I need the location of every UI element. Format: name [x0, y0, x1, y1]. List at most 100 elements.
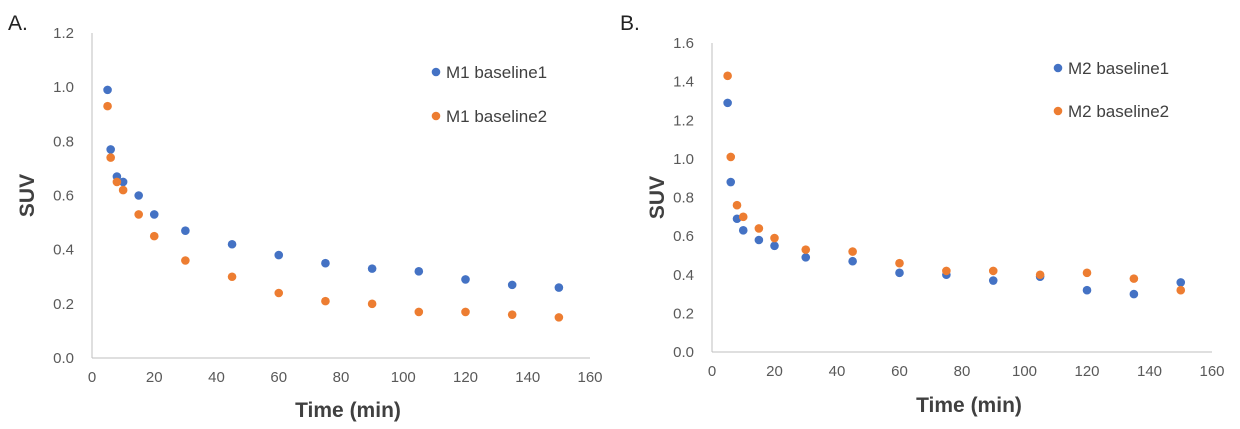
- data-point-baseline2: [134, 210, 143, 219]
- x-axis-title: Time (min): [295, 399, 401, 422]
- data-point-baseline2: [274, 288, 284, 298]
- chart-a: A. 0 20 40 60 80 100 120 140 160 0.0 0.2 0.4 0.6 0.8 1.…: [8, 12, 603, 422]
- data-point-baseline1: [274, 250, 284, 260]
- y-tick-label: 0.0: [673, 344, 694, 361]
- data-point-baseline2: [726, 152, 736, 162]
- data-point-baseline2: [770, 233, 779, 243]
- data-point-baseline2: [801, 245, 811, 254]
- data-point-baseline2: [103, 101, 112, 111]
- y-tick-label: 1.4: [673, 74, 694, 91]
- data-point-baseline2: [118, 185, 128, 195]
- data-point-baseline1: [134, 191, 143, 200]
- data-point-baseline2: [988, 266, 998, 276]
- data-point-baseline2: [754, 224, 764, 233]
- data-point-baseline1: [227, 239, 237, 249]
- data-point-baseline1: [754, 235, 764, 245]
- legend-marker: [431, 67, 441, 77]
- data-point-baseline2: [738, 212, 748, 222]
- data-point-baseline1: [848, 256, 857, 266]
- data-point-baseline1: [801, 253, 811, 262]
- x-tick-label: 60: [891, 363, 908, 380]
- data-point-baseline2: [723, 71, 732, 81]
- y-tick-label: 0.6: [53, 188, 74, 205]
- data-point-baseline1: [461, 275, 470, 284]
- data-point-baseline2: [367, 299, 377, 309]
- data-point-baseline2: [895, 258, 904, 268]
- y-tick-label: 0.2: [673, 305, 694, 322]
- y-tick-label: 0.2: [53, 296, 74, 313]
- x-tick-label: 120: [1074, 363, 1099, 380]
- data-point-baseline1: [738, 226, 748, 235]
- data-point-baseline1: [1176, 278, 1186, 287]
- data-point-baseline2: [461, 307, 470, 317]
- y-tick-label: 1.0: [53, 79, 74, 96]
- x-tick-label: 160: [1199, 363, 1224, 380]
- legend-marker: [431, 111, 441, 121]
- x-tick-label: 60: [270, 369, 287, 386]
- data-point-baseline2: [942, 266, 951, 276]
- data-point-baseline2: [321, 296, 330, 306]
- chart-b: B. 0 20 40 60 80 100 120 140 160 0.0 0.2 0.4 0.6 0.8 1.…: [620, 12, 1225, 417]
- data-point-baseline2: [848, 247, 857, 256]
- panel-label: B.: [620, 12, 640, 35]
- y-tick-label: 1.2: [53, 25, 74, 42]
- x-tick-label: 20: [766, 363, 783, 380]
- legend-label: M2 baseline1: [1068, 59, 1169, 78]
- y-tick-label: 0.4: [53, 242, 74, 259]
- data-point-baseline1: [118, 177, 128, 187]
- data-point-baseline2: [1082, 268, 1092, 278]
- legend-label: M2 baseline2: [1068, 102, 1169, 121]
- y-tick-label: 0.8: [673, 190, 694, 207]
- y-tick-label: 0.4: [673, 267, 694, 284]
- data-point-baseline1: [321, 258, 330, 268]
- data-point-baseline1: [1082, 285, 1092, 295]
- data-point-baseline1: [988, 276, 998, 285]
- data-point-baseline1: [367, 264, 377, 273]
- x-tick-label: 120: [453, 369, 478, 386]
- x-tick-label: 80: [333, 369, 350, 386]
- data-point-baseline2: [1129, 274, 1139, 283]
- data-point-baseline1: [149, 210, 159, 219]
- x-tick-label: 40: [829, 363, 846, 380]
- data-point-baseline2: [1035, 270, 1045, 280]
- data-point-baseline2: [507, 310, 517, 319]
- data-point-baseline1: [106, 145, 115, 154]
- y-axis-title: SUV: [16, 174, 39, 217]
- x-tick-label: 100: [391, 369, 416, 386]
- data-point-baseline1: [554, 283, 564, 292]
- data-point-baseline1: [726, 177, 736, 187]
- data-point-baseline1: [1129, 289, 1139, 299]
- data-point-baseline2: [112, 177, 122, 187]
- x-tick-label: 140: [1137, 363, 1162, 380]
- data-point-baseline2: [554, 313, 564, 322]
- y-axis-title: SUV: [646, 176, 669, 219]
- data-point-baseline1: [507, 280, 517, 290]
- x-tick-label: 80: [954, 363, 971, 380]
- y-tick-label: 0.0: [53, 350, 74, 367]
- data-point-baseline2: [732, 200, 742, 210]
- data-point-baseline2: [1176, 285, 1186, 295]
- data-point-baseline1: [181, 226, 190, 236]
- data-point-baseline1: [414, 267, 424, 276]
- data-point-baseline2: [106, 153, 115, 162]
- x-tick-label: 0: [708, 363, 716, 380]
- x-axis-title: Time (min): [916, 394, 1022, 417]
- x-tick-label: 20: [146, 369, 163, 386]
- data-point-baseline2: [149, 231, 159, 241]
- data-point-baseline1: [103, 85, 112, 95]
- data-point-baseline1: [770, 241, 779, 251]
- x-tick-label: 140: [515, 369, 540, 386]
- y-tick-label: 0.8: [53, 133, 74, 150]
- y-tick-label: 0.6: [673, 228, 694, 245]
- x-tick-label: 100: [1012, 363, 1037, 380]
- data-point-baseline1: [723, 98, 732, 108]
- y-tick-label: 1.0: [673, 151, 694, 168]
- x-tick-label: 160: [577, 369, 602, 386]
- legend-label: M1 baseline1: [446, 63, 547, 82]
- y-tick-label: 1.2: [673, 112, 694, 129]
- data-point-baseline2: [181, 256, 190, 265]
- legend-marker: [1053, 106, 1063, 116]
- legend-marker: [1053, 63, 1063, 73]
- x-tick-label: 0: [88, 369, 96, 386]
- data-point-baseline2: [227, 272, 237, 282]
